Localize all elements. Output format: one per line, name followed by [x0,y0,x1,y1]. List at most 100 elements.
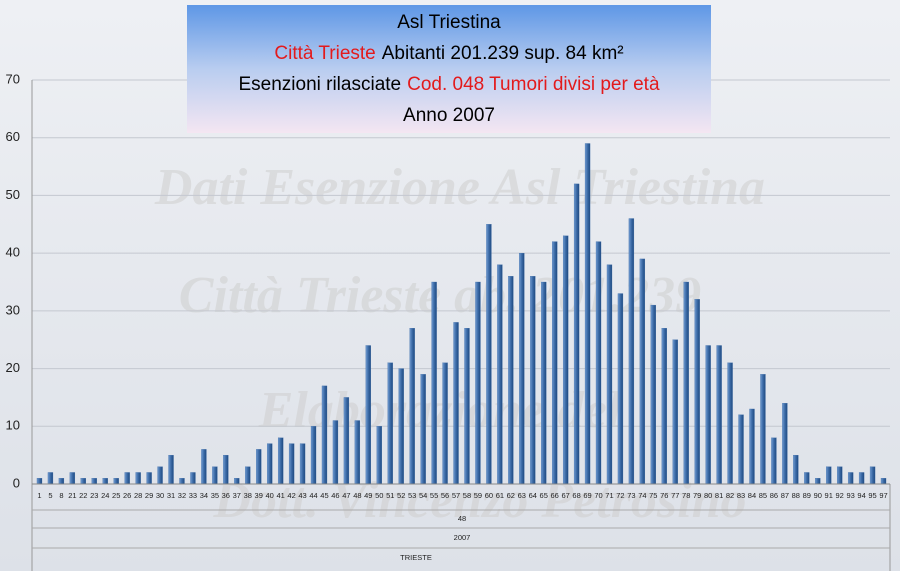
x-tick-label: 33 [189,491,197,500]
x-tick-label: 90 [814,491,822,500]
x-tick-label: 53 [408,491,416,500]
x-tick-label: 39 [255,491,263,500]
bar [705,345,711,485]
x-tick-label: 8 [59,491,63,500]
bar [552,241,558,485]
bar [497,264,503,485]
watermark: Dati Esenzione Asl Triestina [154,159,765,216]
y-tick-label: 20 [6,360,20,375]
x-tick-label: 54 [419,491,427,500]
bar [409,328,415,485]
x-tick-label: 31 [167,491,175,500]
bar [376,426,382,485]
x-tick-label: 32 [178,491,186,500]
title-segment: Città Trieste [274,43,375,64]
x-tick-label: 60 [485,491,493,500]
x-tick-label: 35 [211,491,219,500]
bar [47,472,54,485]
bar [716,345,722,485]
x-tick-label: 50 [375,491,383,500]
x-tick-label: 26 [123,491,131,500]
x-tick-label: 5 [48,491,52,500]
grid: 0 10 20 30 40 50 60 70 [6,71,890,490]
bar [595,241,602,485]
bar [880,478,887,485]
x-tick-label: 87 [781,491,789,500]
bar [299,443,306,485]
x-tick-label: 46 [331,491,339,500]
bar [201,449,207,485]
x-tick-label: 69 [583,491,591,500]
bar [91,478,97,485]
x-tick-label: 41 [276,491,284,500]
x-tick-label: 78 [682,491,690,500]
x-tick-label: 83 [737,491,745,500]
x-tick-label: 29 [145,491,153,500]
bar [146,472,152,485]
title-segment: Asl Triestina [397,12,501,33]
bar [628,218,635,485]
title-segment: Abitanti 201.239 sup. 84 km² [382,43,624,64]
x-tick-label: 44 [309,491,317,500]
title-segment: Anno 2007 [403,105,495,126]
bar [113,478,119,485]
x-tick-label: 82 [726,491,734,500]
x-tick-label: 85 [759,491,767,500]
title-line: Città Trieste Abitanti 201.239 sup. 84 km… [274,43,623,64]
y-tick-label: 10 [6,418,20,433]
x-tick-label: 24 [101,491,109,500]
bar [179,478,185,485]
bar [782,403,788,485]
bar [354,420,361,485]
bar [102,478,108,485]
bar [858,472,865,485]
x-tick-label: 70 [594,491,602,500]
y-tick-label: 60 [6,129,20,144]
x-tick-label: 23 [90,491,98,500]
bar [847,472,854,485]
x-tick-label: 1 [37,491,41,500]
x-tick-label: 36 [222,491,230,500]
x-tick-label: 73 [627,491,635,500]
bar [69,472,76,485]
x-tick-label: 72 [616,491,624,500]
x-labels: 1 5 8 21 22 23 24 25 26 28 29 30 31 32 33 34 35 36 37 38 39 4… [37,491,887,562]
y-tick-label: 0 [13,475,20,490]
bar [475,281,481,485]
x-tick-label: 68 [572,491,580,500]
x-tick-label: 47 [342,491,350,500]
bar [168,454,174,485]
bar [486,224,492,485]
x-tick-label: 56 [441,491,449,500]
title: Asl Triestina Città Trieste Abitanti 201.2… [238,12,659,126]
bar [157,466,163,485]
x-tick-label: 81 [715,491,723,500]
x-tick-label: 80 [704,491,712,500]
y-tick-label: 70 [6,71,20,86]
bar [36,478,43,485]
x-tick-label: 55 [430,491,438,500]
bar [869,466,876,485]
bar [245,466,251,485]
bar [584,143,591,485]
bar [135,472,141,485]
x-tick-label: 38 [244,491,252,500]
bar [694,299,700,485]
y-tick-label: 30 [6,302,20,317]
bar [332,420,339,485]
bar [661,328,667,485]
x-tick-label: 62 [507,491,515,500]
bar [519,252,525,485]
x-tick-label: 66 [551,491,559,500]
bar [826,466,832,485]
bar [541,281,547,485]
x-tick-label: 77 [671,491,679,500]
x-tick-label: 64 [529,491,537,500]
x-tick-label: 57 [452,491,460,500]
x-tick-label: 94 [857,491,865,500]
y-tick-label: 40 [6,245,20,260]
x-tick-label: 95 [868,491,876,500]
bar [365,345,371,485]
x-tick-label: 49 [364,491,372,500]
